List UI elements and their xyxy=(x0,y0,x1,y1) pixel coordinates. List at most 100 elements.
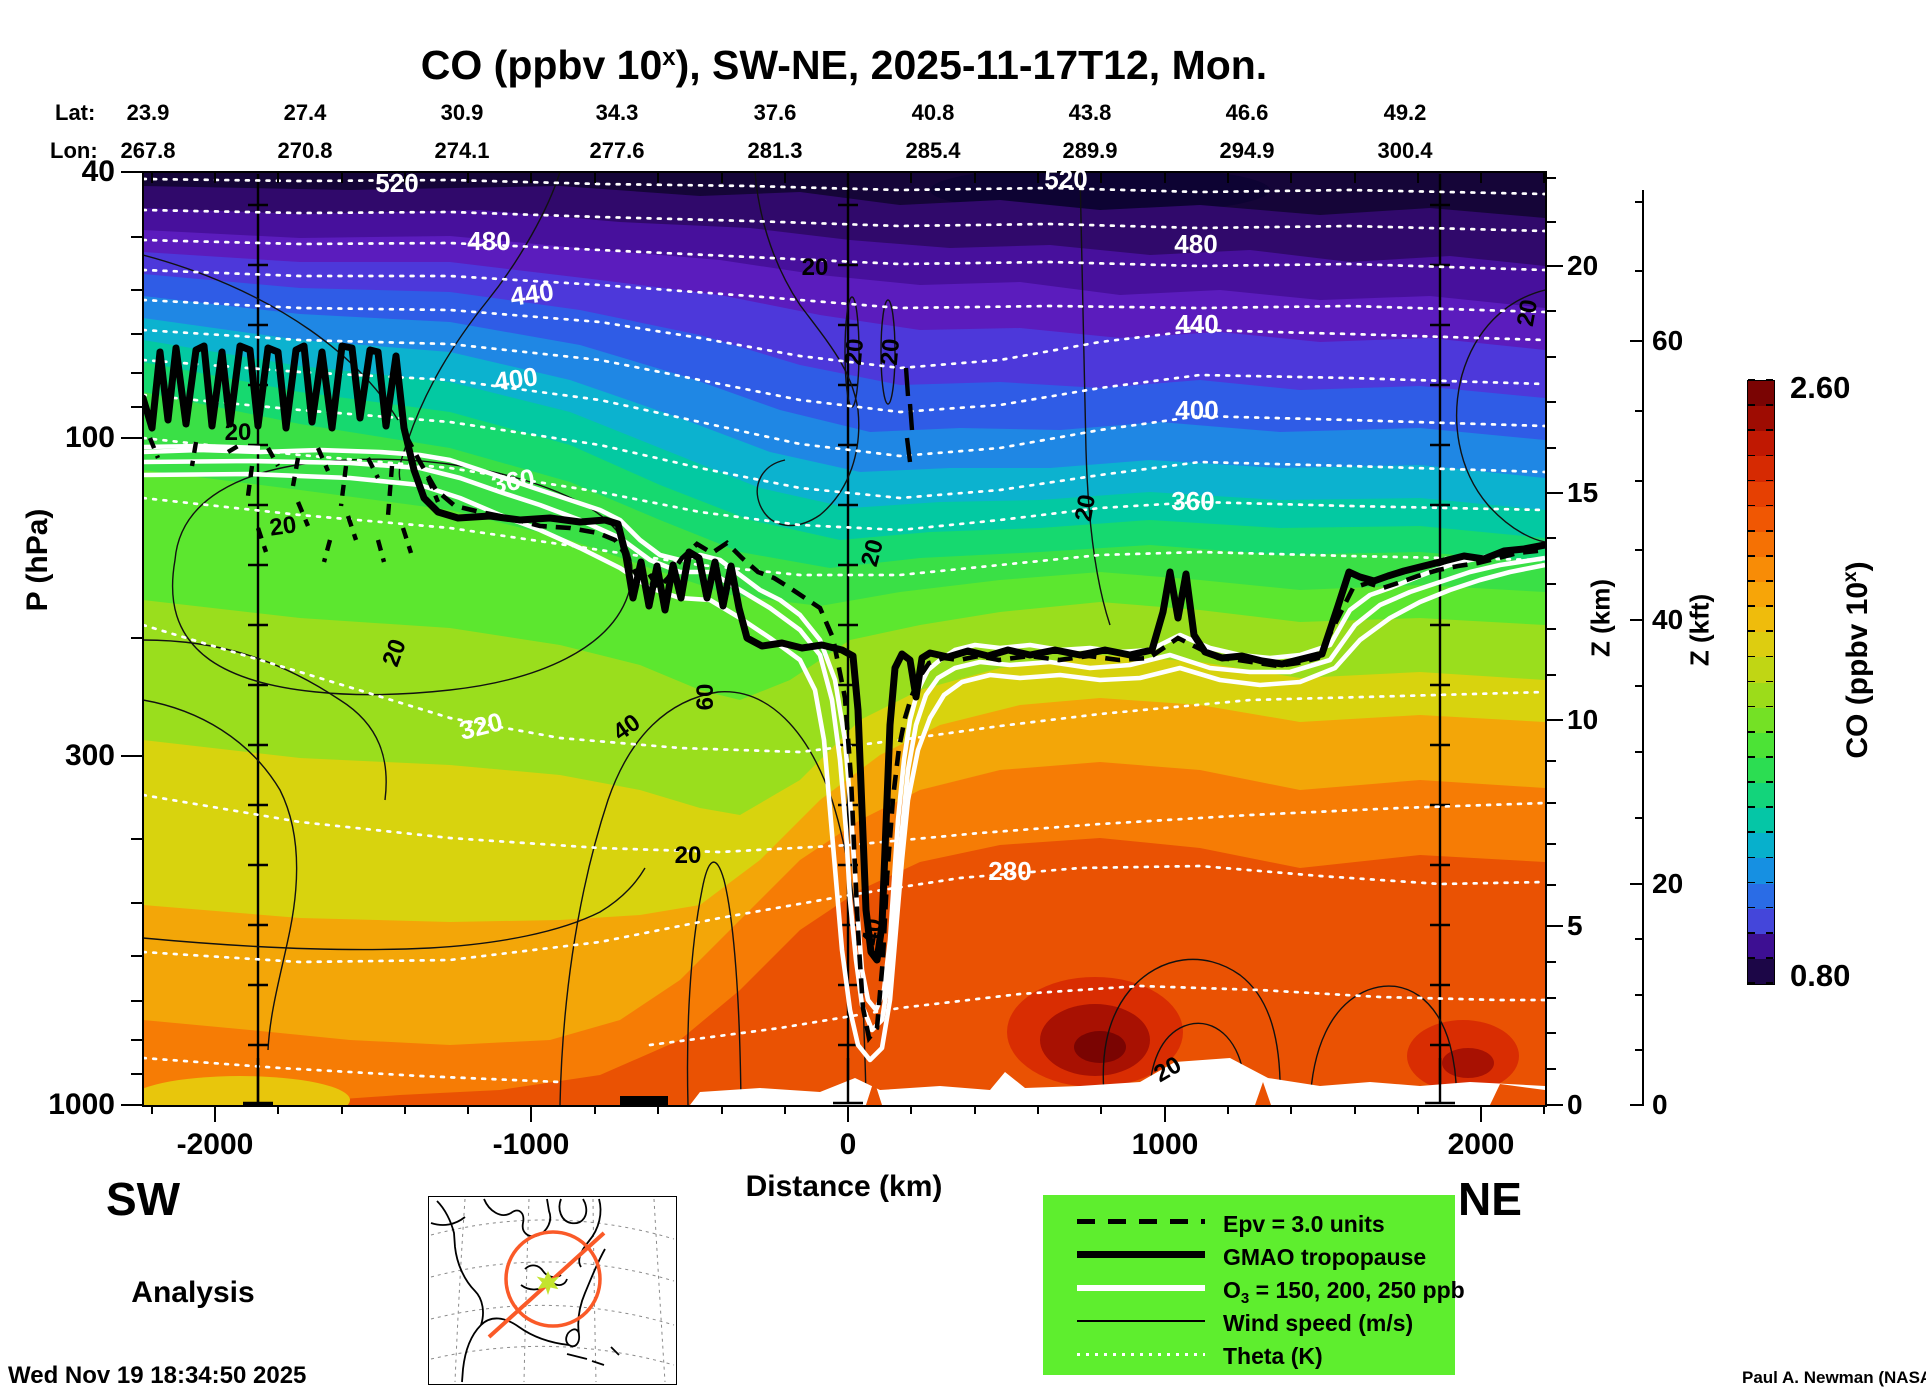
colorbar-tick xyxy=(1766,931,1773,934)
plot-frame xyxy=(142,171,1547,1107)
lat-value: 43.8 xyxy=(1068,100,1112,125)
pressure-tick-label: 300 xyxy=(64,739,115,772)
colorbar-tick xyxy=(1748,705,1755,708)
pressure-minor-tick xyxy=(131,372,143,374)
colorbar-segment xyxy=(1748,858,1774,884)
km-minor-tick xyxy=(1547,961,1556,963)
colorbar-segment xyxy=(1748,833,1774,859)
transect-center-star xyxy=(536,1271,560,1295)
legend-line-sample xyxy=(1077,1285,1205,1291)
lat-value: 27.4 xyxy=(283,100,327,125)
colorbar-tick xyxy=(1766,705,1773,708)
pressure-minor-tick xyxy=(131,1000,143,1002)
wind-contour-label: 20 xyxy=(801,254,829,281)
kft-axis-line xyxy=(1642,190,1644,1106)
colorbar-tick xyxy=(1766,680,1773,683)
colorbar-tick xyxy=(1748,580,1755,582)
colorbar-tick xyxy=(1748,856,1755,859)
kft-tick-label: 0 xyxy=(1652,1089,1668,1120)
colorbar-tick xyxy=(1766,957,1773,959)
colorbar-tick xyxy=(1766,479,1773,482)
colorbar-tick xyxy=(1766,781,1773,783)
legend: Epv = 3.0 units GMAO tropopause O3 = 150, … xyxy=(1043,1195,1465,1375)
legend-row: GMAO tropopause xyxy=(1043,1238,1455,1274)
colorbar-tick xyxy=(1748,756,1755,758)
colorbar-tick xyxy=(1748,529,1755,532)
colorbar-tick xyxy=(1748,831,1755,834)
distance-minor-tick xyxy=(404,1105,406,1114)
km-minor-tick xyxy=(1547,583,1556,585)
distance-minor-tick xyxy=(1290,1105,1292,1114)
km-minor-tick xyxy=(1547,802,1556,804)
kft-minor-tick xyxy=(1635,994,1643,996)
km-tick-label: 20 xyxy=(1567,250,1599,281)
top-axis-tick xyxy=(1290,172,1292,183)
wind-contour-label: 20 xyxy=(224,419,252,446)
km-major-tick xyxy=(1547,925,1563,928)
colorbar-tick xyxy=(1748,454,1755,457)
pressure-minor-tick xyxy=(131,902,143,904)
colorbar-tick xyxy=(1766,379,1773,381)
colorbar-segment xyxy=(1748,506,1774,532)
colorbar-tick xyxy=(1748,655,1755,658)
distance-tick-label: 2000 xyxy=(1447,1128,1515,1161)
theta-contour-label: 360 xyxy=(1171,486,1215,516)
km-major-tick xyxy=(1547,265,1563,268)
km-minor-tick xyxy=(1547,674,1556,676)
colorbar-segment xyxy=(1748,883,1774,909)
distance-minor-tick xyxy=(974,1105,976,1114)
top-axis-tick xyxy=(467,172,469,183)
pressure-minor-tick xyxy=(131,1073,143,1075)
timestamp: Wed Nov 19 18:34:50 2025 xyxy=(8,1362,307,1389)
distance-major-tick xyxy=(1480,1105,1483,1122)
colorbar-max-label: 2.60 xyxy=(1790,370,1851,405)
legend-row: Wind speed (m/s) xyxy=(1043,1304,1455,1340)
legend-line-sample xyxy=(1077,1320,1205,1322)
colorbar-segment xyxy=(1748,682,1774,708)
colorbar-tick xyxy=(1766,982,1773,984)
distance-minor-tick xyxy=(784,1105,786,1114)
colorbar-tick xyxy=(1748,881,1755,884)
top-axis-tick xyxy=(784,172,786,183)
wind-contour-label: 20 xyxy=(1069,492,1102,524)
colorbar-tick xyxy=(1766,881,1773,884)
top-axis-tick xyxy=(594,172,596,183)
pressure-minor-tick xyxy=(131,289,143,291)
colorbar-segment xyxy=(1748,456,1774,482)
colorbar-tick xyxy=(1766,756,1773,758)
pressure-minor-tick xyxy=(131,406,143,408)
colorbar-tick xyxy=(1748,630,1755,633)
colorbar-segment xyxy=(1748,908,1774,934)
legend-line-sample xyxy=(1077,1251,1205,1258)
surface-terrain xyxy=(690,1058,1545,1105)
ne-label: NE xyxy=(1458,1173,1522,1225)
km-major-tick xyxy=(1547,492,1563,495)
theta-contour-label: 360 xyxy=(489,462,537,500)
colorbar-tick xyxy=(1748,479,1755,482)
kft-minor-tick xyxy=(1635,480,1643,482)
distance-tick-label: 0 xyxy=(839,1128,857,1161)
km-minor-tick xyxy=(1547,997,1556,999)
distance-minor-tick xyxy=(1100,1105,1102,1114)
top-axis-tick xyxy=(1417,172,1419,183)
colorbar-segment xyxy=(1748,582,1774,608)
pressure-axis-title: P (hPa) xyxy=(21,508,54,612)
theta-contour-label: 520 xyxy=(375,168,419,198)
km-minor-tick xyxy=(1547,1032,1556,1034)
page-title: CO (ppbv 10x), SW-NE, 2025-11-17T12, Mon… xyxy=(420,42,1268,88)
lon-value: 285.4 xyxy=(905,138,961,163)
pressure-minor-tick xyxy=(131,333,143,335)
top-axis-tick xyxy=(1480,172,1482,183)
lon-value: 300.4 xyxy=(1377,138,1433,163)
reference-lines-bottom xyxy=(243,1058,1455,1105)
colorbar-tick xyxy=(1766,454,1773,457)
colorbar-tick xyxy=(1766,630,1773,633)
wind-contour-label: 20 xyxy=(1511,297,1544,329)
colorbar-segment xyxy=(1748,632,1774,658)
lon-value: 267.8 xyxy=(120,138,176,163)
map-coastlines xyxy=(430,1198,620,1383)
theta-contour-label: 480 xyxy=(1174,229,1218,259)
kft-tick-label: 20 xyxy=(1652,868,1684,899)
top-axis-tick xyxy=(847,172,849,183)
top-axis-tick xyxy=(974,172,976,183)
